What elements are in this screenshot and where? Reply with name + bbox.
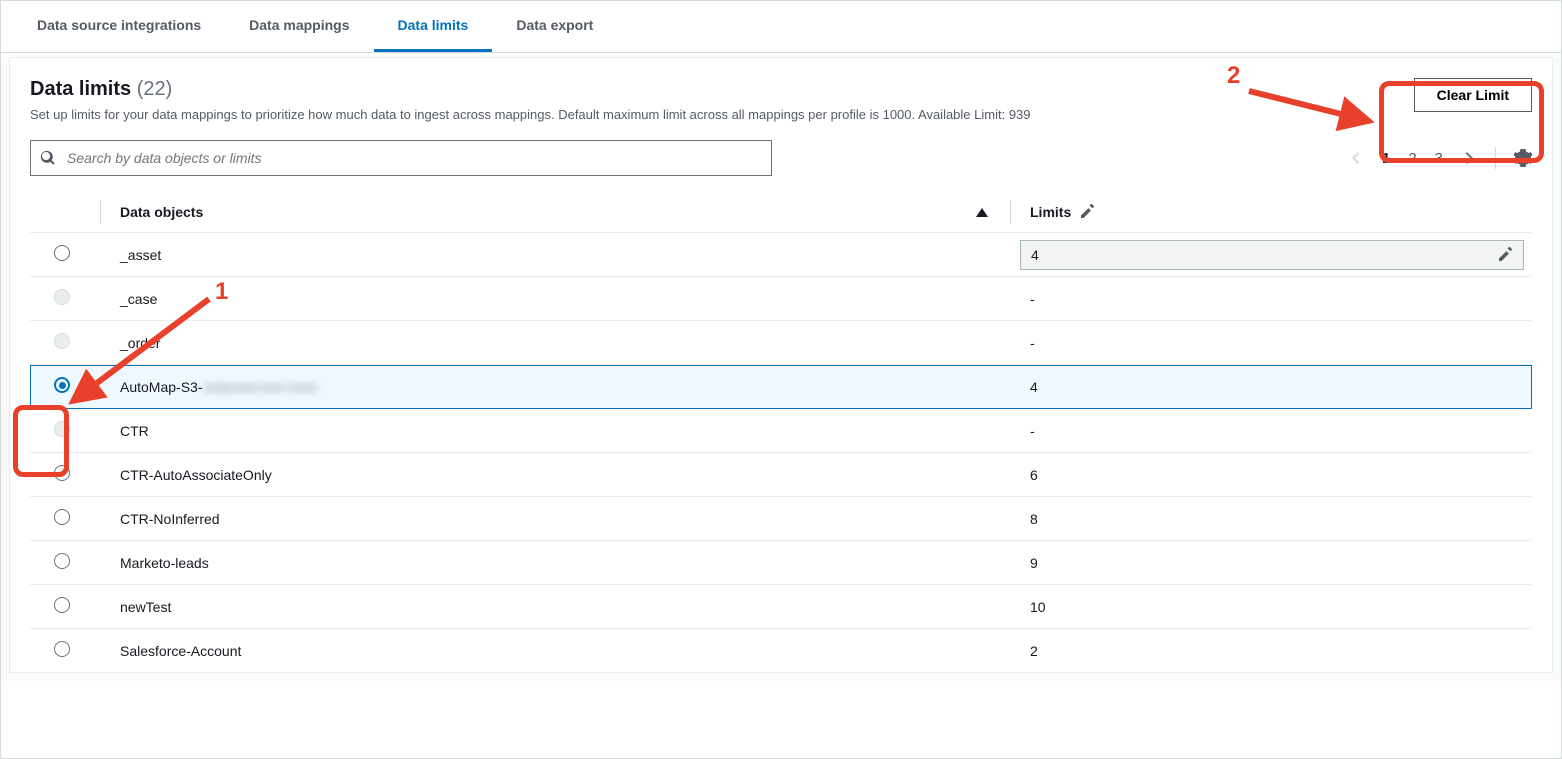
row-radio[interactable] (54, 553, 70, 569)
table-row[interactable]: Salesforce-Account 2 (30, 629, 1532, 673)
table-row[interactable]: AutoMap-S3-redacted-text-here 4 (30, 365, 1532, 409)
data-object-name: _case (100, 277, 1010, 321)
data-object-name: CTR (100, 409, 1010, 453)
table-row[interactable]: newTest 10 (30, 585, 1532, 629)
page-title: Data limits (22) (30, 78, 1031, 101)
tab-data-source-integrations[interactable]: Data source integrations (13, 1, 225, 52)
data-object-name: Marketo-leads (100, 541, 1010, 585)
limit-cell: - (1030, 335, 1532, 351)
row-radio[interactable] (54, 377, 70, 393)
limit-cell: 8 (1030, 511, 1532, 527)
tab-data-mappings[interactable]: Data mappings (225, 1, 373, 52)
limit-cell: 6 (1030, 467, 1532, 483)
limit-cell[interactable]: 4 (1020, 240, 1524, 270)
page-1[interactable]: 1 (1382, 150, 1390, 167)
data-object-name: CTR-NoInferred (100, 497, 1010, 541)
row-radio (54, 289, 70, 305)
edit-icon[interactable] (1497, 247, 1513, 263)
row-radio[interactable] (54, 597, 70, 613)
data-object-name: CTR-AutoAssociateOnly (100, 453, 1010, 497)
data-object-name: AutoMap-S3-redacted-text-here (100, 365, 1010, 409)
tab-data-limits[interactable]: Data limits (374, 1, 493, 52)
pagination: 1 2 3 (1348, 147, 1532, 169)
table-row[interactable]: CTR - (30, 409, 1532, 453)
data-object-name: _asset (100, 233, 1010, 277)
table-row[interactable]: _asset 4 (30, 233, 1532, 277)
tab-data-export[interactable]: Data export (492, 1, 617, 52)
settings-icon[interactable] (1514, 149, 1532, 167)
limit-value: - (1030, 335, 1035, 351)
search-box (30, 140, 772, 176)
data-object-name: Salesforce-Account (100, 629, 1010, 673)
table-row[interactable]: CTR-NoInferred 8 (30, 497, 1532, 541)
limit-value: 2 (1030, 643, 1038, 659)
clear-limit-button[interactable]: Clear Limit (1414, 78, 1532, 112)
row-radio[interactable] (54, 465, 70, 481)
page-3[interactable]: 3 (1435, 150, 1443, 167)
search-icon (40, 150, 56, 166)
limit-value: 9 (1030, 555, 1038, 571)
row-radio (54, 421, 70, 437)
row-radio[interactable] (54, 641, 70, 657)
page-description: Set up limits for your data mappings to … (30, 107, 1031, 122)
limit-cell: - (1030, 291, 1532, 307)
limit-cell: 9 (1030, 555, 1532, 571)
limit-cell: 4 (1030, 379, 1532, 395)
row-radio (54, 333, 70, 349)
table-row[interactable]: _order - (30, 321, 1532, 365)
limit-value: 6 (1030, 467, 1038, 483)
table-row[interactable]: Marketo-leads 9 (30, 541, 1532, 585)
limit-value: 8 (1030, 511, 1038, 527)
row-radio[interactable] (54, 245, 70, 261)
table-row[interactable]: _case - (30, 277, 1532, 321)
divider (1495, 147, 1496, 169)
tabs-bar: Data source integrations Data mappings D… (1, 1, 1561, 53)
row-radio[interactable] (54, 509, 70, 525)
page-2[interactable]: 2 (1408, 150, 1416, 167)
limit-value: - (1030, 291, 1035, 307)
data-limits-table: Data objects Limits (30, 192, 1532, 672)
limit-value: 10 (1030, 599, 1046, 615)
limit-cell: 10 (1030, 599, 1532, 615)
table-row[interactable]: CTR-AutoAssociateOnly 6 (30, 453, 1532, 497)
limit-value: 4 (1030, 379, 1038, 395)
column-header-limits[interactable]: Limits (1010, 204, 1532, 220)
sort-asc-icon (976, 208, 988, 217)
page-next-icon[interactable] (1461, 150, 1477, 166)
data-object-name: _order (100, 321, 1010, 365)
limit-value: - (1030, 423, 1035, 439)
page-prev-icon[interactable] (1348, 150, 1364, 166)
edit-column-icon[interactable] (1079, 204, 1095, 220)
limit-cell: 2 (1030, 643, 1532, 659)
limit-value: 4 (1031, 247, 1039, 263)
search-input[interactable] (30, 140, 772, 176)
limit-cell: - (1030, 423, 1532, 439)
column-header-data-objects[interactable]: Data objects (100, 204, 1010, 220)
data-object-name: newTest (100, 585, 1010, 629)
